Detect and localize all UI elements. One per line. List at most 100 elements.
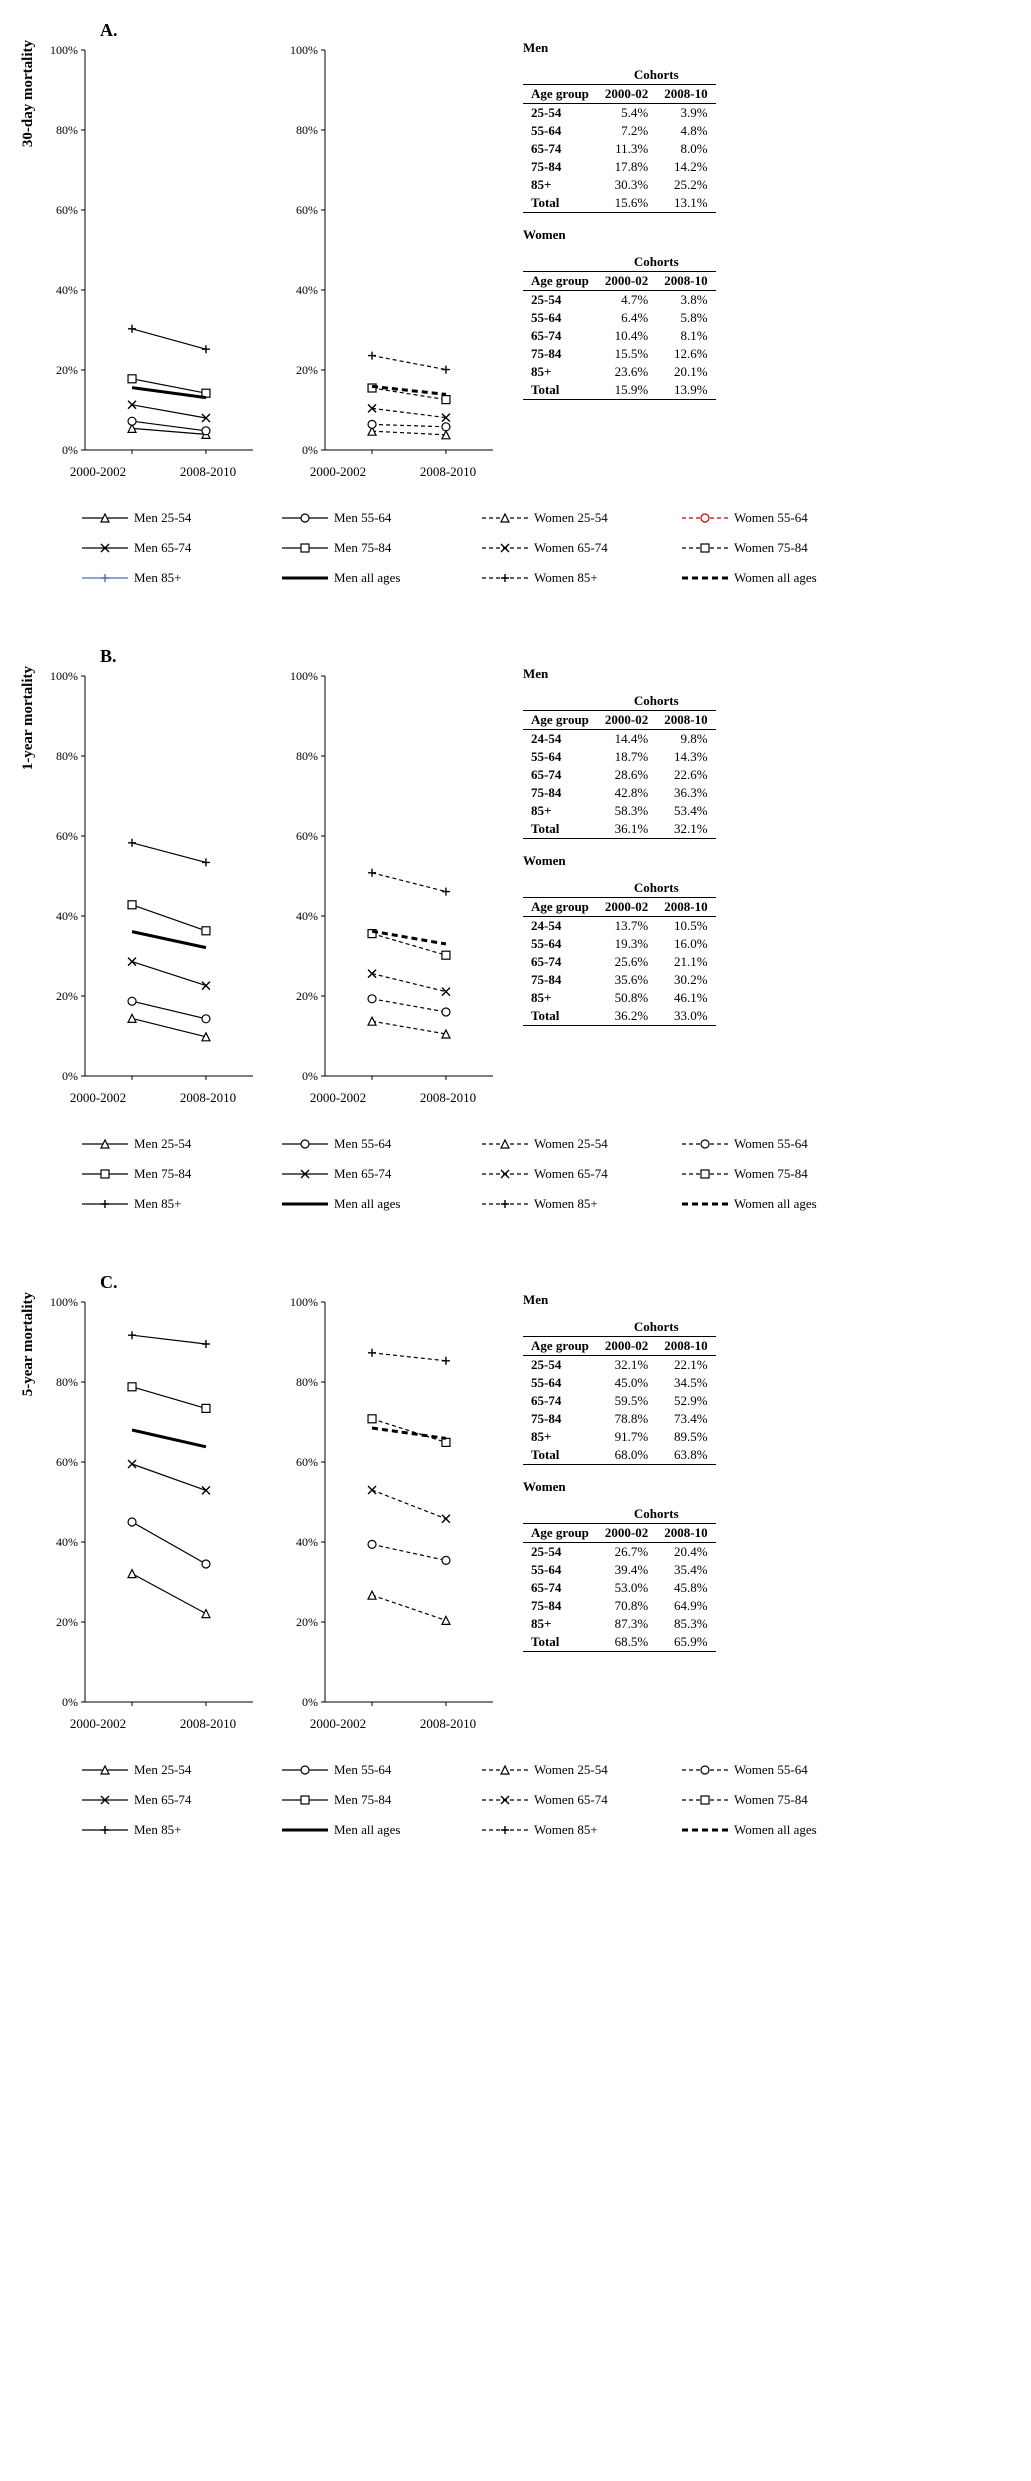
- svg-text:100%: 100%: [290, 1295, 318, 1309]
- legend-swatch: [480, 1197, 530, 1211]
- legend-label: Women all ages: [734, 1822, 817, 1838]
- legend-item: Men 75-84: [80, 1166, 270, 1182]
- table-col-header: 2000-02: [597, 272, 656, 291]
- table-col-header: 2008-10: [656, 1337, 715, 1356]
- series-men_55_64: [132, 1001, 206, 1019]
- series-men_85: [132, 843, 206, 863]
- series-women_all: [372, 931, 446, 944]
- legend-item: Men 55-64: [280, 1136, 470, 1152]
- legend-label: Men 85+: [134, 1196, 181, 1212]
- table-row: 25-544.7%3.8%: [523, 291, 716, 310]
- panel-label: A.: [100, 20, 118, 41]
- legend-label: Women 55-64: [734, 1136, 808, 1152]
- legend-label: Women all ages: [734, 570, 817, 586]
- legend-label: Men 55-64: [334, 510, 391, 526]
- table-row: Total36.1%32.1%: [523, 820, 716, 839]
- series-women_25_54: [372, 1595, 446, 1620]
- legend-swatch: [280, 1167, 330, 1181]
- legend-item: Women 85+: [480, 1196, 670, 1212]
- x-tick-label: 2000-2002: [70, 1090, 126, 1106]
- table-row: 85+23.6%20.1%: [523, 363, 716, 381]
- legend-swatch: [80, 1793, 130, 1807]
- series-women_25_54: [372, 431, 446, 435]
- svg-text:0%: 0%: [302, 443, 318, 457]
- svg-text:0%: 0%: [62, 1069, 78, 1083]
- legend-swatch: [480, 1167, 530, 1181]
- legend-swatch: [280, 1197, 330, 1211]
- legend-swatch: [80, 1197, 130, 1211]
- table-cohorts-header: Cohorts: [597, 253, 716, 272]
- legend-swatch: [680, 1763, 730, 1777]
- legend-item: Women 25-54: [480, 1762, 670, 1778]
- data-table: CohortsAge group2000-022008-1024-5413.7%…: [523, 879, 716, 1026]
- legend-label: Men all ages: [334, 570, 400, 586]
- table-row: 65-7425.6%21.1%: [523, 953, 716, 971]
- table-col-header: 2000-02: [597, 898, 656, 917]
- series-women_85: [372, 873, 446, 892]
- svg-text:60%: 60%: [296, 203, 318, 217]
- svg-text:20%: 20%: [56, 1615, 78, 1629]
- series-men_25_54: [132, 1574, 206, 1614]
- series-women_85: [372, 356, 446, 370]
- legend-label: Women 65-74: [534, 1792, 608, 1808]
- panel-label: C.: [100, 1272, 118, 1293]
- x-axis-labels: 2000-20022008-2010: [283, 1716, 503, 1732]
- x-axis-labels: 2000-20022008-2010: [43, 1090, 263, 1106]
- legend-swatch: [680, 541, 730, 555]
- table-title: Men: [523, 1292, 716, 1308]
- legend-item: Women 75-84: [680, 1792, 870, 1808]
- table-age-header: Age group: [523, 711, 597, 730]
- table-age-header: Age group: [523, 898, 597, 917]
- x-tick-label: 2000-2002: [70, 464, 126, 480]
- figure-root: A.30-day mortality0%20%40%60%80%100%2000…: [20, 20, 1011, 1838]
- svg-text:40%: 40%: [296, 283, 318, 297]
- table-age-header: Age group: [523, 85, 597, 104]
- table-title: Women: [523, 853, 716, 869]
- series-men_all: [132, 932, 206, 948]
- panel-label: B.: [100, 646, 117, 667]
- legend-swatch: [680, 511, 730, 525]
- line-chart: 0%20%40%60%80%100%: [43, 40, 263, 460]
- x-tick-label: 2008-2010: [180, 1716, 236, 1732]
- series-women_65_74: [372, 974, 446, 992]
- data-table: CohortsAge group2000-022008-1025-544.7%3…: [523, 253, 716, 400]
- legend-label: Men 65-74: [134, 540, 191, 556]
- series-men_65_74: [132, 1464, 206, 1490]
- legend-item: Women all ages: [680, 1822, 870, 1838]
- svg-text:40%: 40%: [56, 283, 78, 297]
- table-title: Women: [523, 227, 716, 243]
- panel-B: B.1-year mortality0%20%40%60%80%100%2000…: [20, 646, 1011, 1212]
- table-row: 65-7410.4%8.1%: [523, 327, 716, 345]
- table-row: 85+87.3%85.3%: [523, 1615, 716, 1633]
- legend-label: Men 25-54: [134, 1762, 191, 1778]
- legend-item: Women 25-54: [480, 1136, 670, 1152]
- table-row: 85+50.8%46.1%: [523, 989, 716, 1007]
- legend-label: Men 85+: [134, 1822, 181, 1838]
- legend-swatch: [80, 1137, 130, 1151]
- table-col-header: 2008-10: [656, 272, 715, 291]
- table-title: Men: [523, 40, 716, 56]
- table-title: Men: [523, 666, 716, 682]
- x-axis-labels: 2000-20022008-2010: [283, 464, 503, 480]
- legend-item: Men 55-64: [280, 1762, 470, 1778]
- svg-text:60%: 60%: [296, 1455, 318, 1469]
- table-row: 55-6418.7%14.3%: [523, 748, 716, 766]
- svg-text:20%: 20%: [296, 363, 318, 377]
- svg-text:80%: 80%: [296, 749, 318, 763]
- legend-item: Women 75-84: [680, 1166, 870, 1182]
- legend-item: Men all ages: [280, 1822, 470, 1838]
- data-table: CohortsAge group2000-022008-1025-545.4%3…: [523, 66, 716, 213]
- table-row: 65-7411.3%8.0%: [523, 140, 716, 158]
- series-women_85: [372, 1353, 446, 1361]
- table-row: 55-646.4%5.8%: [523, 309, 716, 327]
- table-row: Total68.5%65.9%: [523, 1633, 716, 1652]
- table-row: 25-5426.7%20.4%: [523, 1543, 716, 1562]
- svg-text:20%: 20%: [296, 989, 318, 1003]
- legend-swatch: [680, 1197, 730, 1211]
- table-col-header: 2000-02: [597, 85, 656, 104]
- table-row: 55-6439.4%35.4%: [523, 1561, 716, 1579]
- svg-text:60%: 60%: [56, 203, 78, 217]
- legend-item: Women 75-84: [680, 540, 870, 556]
- legend-swatch: [80, 511, 130, 525]
- panel-C: C.5-year mortality0%20%40%60%80%100%2000…: [20, 1272, 1011, 1838]
